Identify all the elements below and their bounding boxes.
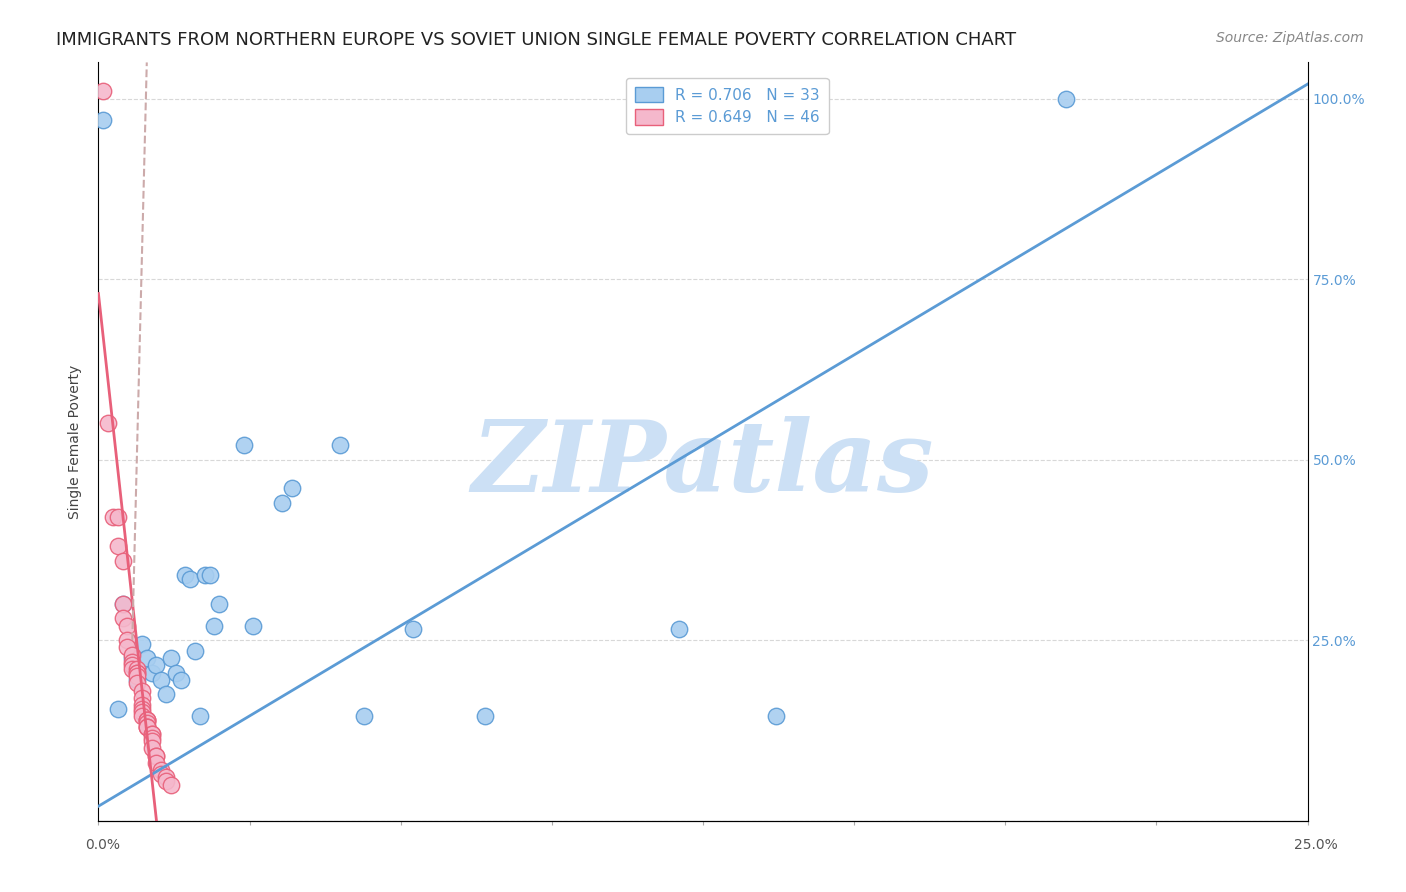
Text: 25.0%: 25.0% (1294, 838, 1339, 852)
Point (141, 734, 163, 748)
Point (131, 709, 153, 723)
Point (145, 658, 167, 673)
Point (145, 748, 167, 763)
Point (765, 709, 787, 723)
Point (329, 438, 352, 452)
Point (402, 622, 425, 636)
Point (117, 633, 139, 648)
Point (135, 713, 157, 727)
Point (127, 665, 149, 680)
Text: Source: ZipAtlas.com: Source: ZipAtlas.com (1216, 31, 1364, 45)
Point (117, 640, 139, 655)
Point (117, 618, 139, 632)
Point (127, 662, 149, 676)
Point (145, 748, 167, 763)
Point (127, 669, 149, 683)
Point (150, 763, 173, 777)
Point (127, 665, 149, 680)
Point (242, 618, 264, 632)
Point (474, 709, 496, 723)
Point (194, 568, 217, 582)
Point (135, 713, 157, 727)
Point (179, 572, 201, 586)
Point (121, 648, 143, 662)
Point (127, 673, 149, 687)
Point (188, 709, 211, 723)
Point (160, 778, 183, 792)
Point (1054, 91, 1077, 105)
Point (127, 676, 149, 690)
Point (111, 597, 134, 611)
Point (174, 568, 197, 582)
Point (232, 438, 254, 452)
Point (160, 651, 183, 665)
Point (204, 618, 226, 632)
Point (111, 597, 134, 611)
Text: ZIPatlas: ZIPatlas (472, 416, 934, 513)
Point (131, 683, 153, 698)
Point (668, 622, 690, 636)
Point (155, 687, 177, 701)
Point (101, 510, 124, 524)
Point (150, 766, 173, 780)
Point (155, 770, 177, 784)
Point (141, 727, 163, 741)
Point (111, 554, 134, 568)
Point (131, 706, 153, 720)
Point (165, 665, 187, 680)
Point (184, 644, 207, 658)
Point (97, 417, 120, 431)
Legend: R = 0.706   N = 33, R = 0.649   N = 46: R = 0.706 N = 33, R = 0.649 N = 46 (626, 78, 828, 134)
Point (107, 539, 129, 553)
Point (91, 113, 114, 128)
Point (121, 658, 143, 673)
Point (107, 510, 129, 524)
Point (141, 731, 163, 745)
Text: 0.0%: 0.0% (86, 838, 120, 852)
Text: IMMIGRANTS FROM NORTHERN EUROPE VS SOVIET UNION SINGLE FEMALE POVERTY CORRELATIO: IMMIGRANTS FROM NORTHERN EUROPE VS SOVIE… (56, 31, 1017, 49)
Point (131, 698, 153, 712)
Point (281, 482, 304, 496)
Point (121, 662, 143, 676)
Point (91, 84, 114, 98)
Point (131, 702, 153, 716)
Point (145, 756, 167, 770)
Point (208, 597, 231, 611)
Point (155, 773, 177, 788)
Point (271, 496, 294, 510)
Point (135, 720, 157, 734)
Point (135, 720, 157, 734)
Point (111, 611, 134, 625)
Point (150, 673, 173, 687)
Point (107, 702, 129, 716)
Point (169, 673, 191, 687)
Point (141, 665, 163, 680)
Point (121, 655, 143, 669)
Point (131, 637, 153, 651)
Y-axis label: Single Female Poverty: Single Female Poverty (69, 365, 83, 518)
Point (198, 568, 221, 582)
Point (141, 741, 163, 756)
Point (135, 716, 157, 731)
Point (121, 651, 143, 665)
Point (131, 690, 153, 705)
Point (135, 713, 157, 727)
Point (353, 709, 375, 723)
Point (135, 651, 157, 665)
Point (135, 720, 157, 734)
Point (141, 727, 163, 741)
